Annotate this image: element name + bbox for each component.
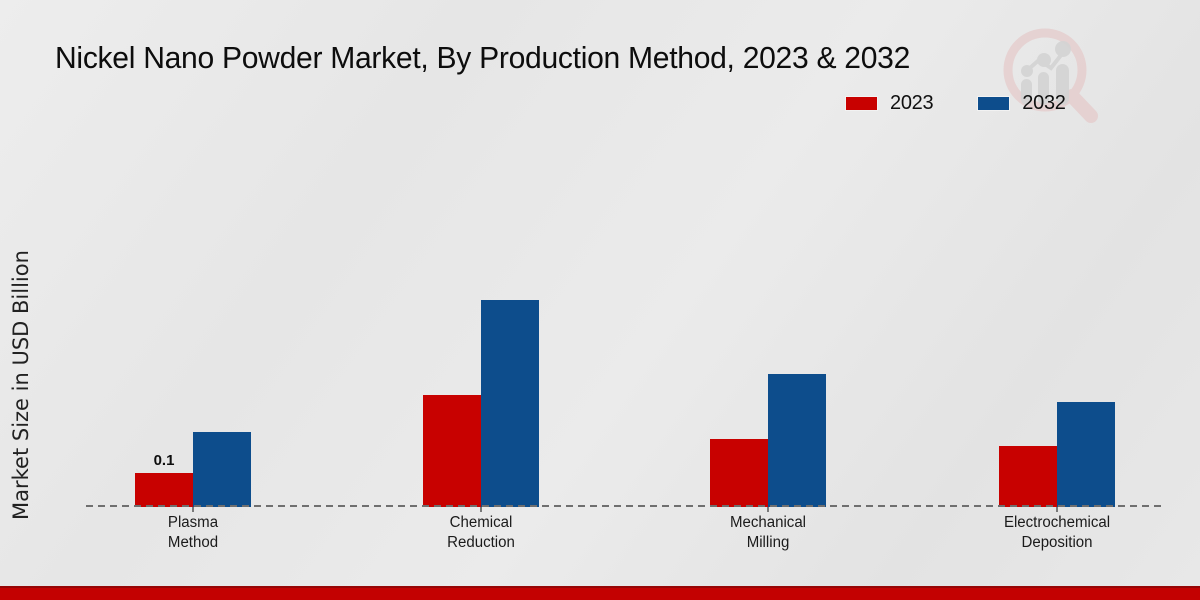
- legend-swatch-2023: [845, 96, 878, 111]
- bar-2023-plasma-method: [135, 473, 193, 507]
- legend-item-2032: 2032: [977, 92, 1066, 115]
- legend: 2023 2032: [845, 92, 1066, 115]
- bar-2023-mechanical-milling: [710, 439, 768, 507]
- x-category-label-plasma-method: Plasma Method: [167, 514, 219, 551]
- legend-label-2023: 2023: [890, 92, 934, 114]
- footer-accent-bar: [0, 586, 1200, 600]
- x-tick-mechanical-milling: [767, 507, 769, 512]
- bar-2032-plasma-method: [193, 432, 251, 507]
- x-category-label-electrochemical-deposition: Electrochemical Deposition: [1003, 514, 1111, 551]
- data-label-0.1: 0.1: [153, 452, 175, 469]
- bar-2032-electrochemical-deposition: [1057, 402, 1115, 507]
- bar-2032-chemical-reduction: [481, 300, 539, 507]
- bar-2032-mechanical-milling: [768, 374, 826, 507]
- x-category-label-mechanical-milling: Mechanical Milling: [729, 514, 807, 551]
- x-tick-plasma-method: [192, 507, 194, 512]
- x-axis-baseline: [86, 505, 1163, 507]
- chart-title: Nickel Nano Powder Market, By Production…: [55, 40, 911, 75]
- x-tick-chemical-reduction: [480, 507, 482, 512]
- x-category-label-chemical-reduction: Chemical Reduction: [447, 514, 515, 551]
- x-tick-electrochemical-deposition: [1056, 507, 1058, 512]
- legend-label-2032: 2032: [1022, 92, 1066, 114]
- bar-2023-chemical-reduction: [423, 395, 481, 507]
- legend-swatch-2032: [977, 96, 1011, 111]
- bar-2023-electrochemical-deposition: [999, 446, 1057, 507]
- legend-item-2023: 2023: [845, 92, 934, 115]
- magnifier-growth-chart-logo-icon: [1003, 28, 1098, 123]
